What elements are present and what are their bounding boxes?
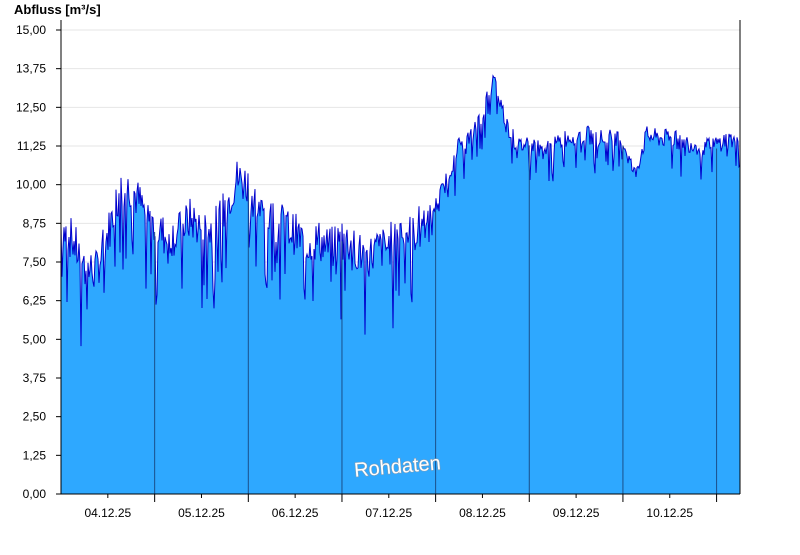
x-tick-label: 08.12.25 [459,506,506,520]
x-tick-label: 07.12.25 [365,506,412,520]
y-tick-label: 15,00 [16,23,46,37]
x-tick-label: 04.12.25 [84,506,131,520]
y-tick-label: 13,75 [16,62,46,76]
x-tick-label: 09.12.25 [553,506,600,520]
dayline-layer [154,145,718,494]
y-tick-label: 3,75 [23,371,47,385]
y-tick-label: 2,50 [23,410,47,424]
y-tick-label: 0,00 [23,487,47,501]
y-tick-label: 12,50 [16,100,46,114]
y-axis-title: Abfluss [m³/s] [14,2,101,17]
x-tick-label: 06.12.25 [272,506,319,520]
x-tick-label: 10.12.25 [646,506,693,520]
y-tick-label: 10,00 [16,178,46,192]
area-layer [60,74,741,495]
y-tick-label: 1,25 [23,448,47,462]
y-tick-label: 5,00 [23,332,47,346]
series-area-fill [61,75,740,495]
y-tick-label: 8,75 [23,216,47,230]
series-line [60,74,741,347]
y-tick-label: 7,50 [23,255,47,269]
y-tick-label: 6,25 [23,294,47,308]
y-tick-label: 11,25 [17,139,46,153]
axis-layer: 0,00 1,25 2,50 3,75 5,00 6,25 7,50 8,75 10,00 11,… [16,20,741,520]
x-tick-label: 05.12.25 [178,506,225,520]
